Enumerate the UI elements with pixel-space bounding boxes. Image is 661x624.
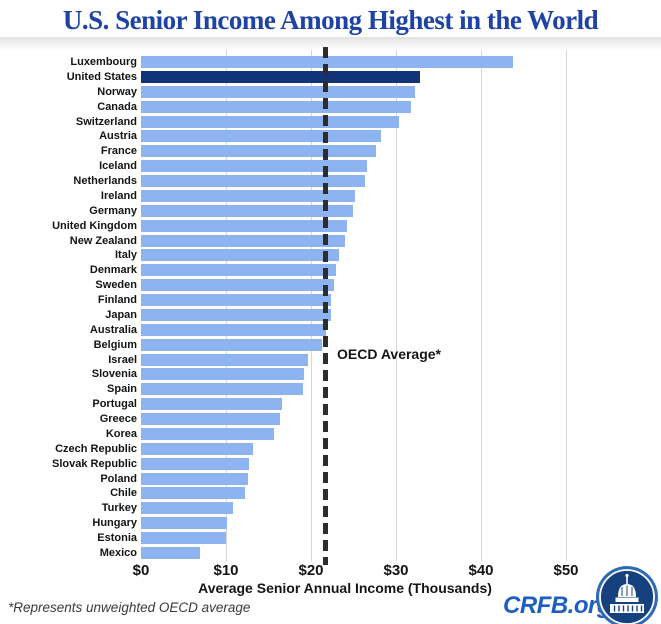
category-label-denmark: Denmark xyxy=(89,264,137,276)
category-label-spain: Spain xyxy=(107,383,137,395)
gridline-30 xyxy=(396,50,397,561)
x-tick-0: $0 xyxy=(132,562,150,579)
bar-korea xyxy=(141,428,275,440)
bar-united-states xyxy=(141,71,420,83)
bar-canada xyxy=(141,101,412,113)
bar-spain xyxy=(141,383,304,395)
bar-germany xyxy=(141,205,353,217)
bar-italy xyxy=(141,249,340,261)
category-label-estonia: Estonia xyxy=(97,532,137,544)
category-label-sweden: Sweden xyxy=(95,279,137,291)
category-label-united-kingdom: United Kingdom xyxy=(52,220,137,232)
bar-portugal xyxy=(141,398,283,410)
category-label-germany: Germany xyxy=(89,205,137,217)
category-label-belgium: Belgium xyxy=(93,339,137,351)
bar-ireland xyxy=(141,190,356,202)
category-label-finland: Finland xyxy=(97,294,137,306)
x-tick-50: $50 xyxy=(553,562,579,579)
category-label-switzerland: Switzerland xyxy=(75,116,137,128)
bar-sweden xyxy=(141,279,334,291)
bar-norway xyxy=(141,86,415,98)
bar-switzerland xyxy=(141,116,400,128)
category-label-netherlands: Netherlands xyxy=(73,175,137,187)
category-label-slovenia: Slovenia xyxy=(91,368,137,380)
bar-slovak-republic xyxy=(141,458,249,470)
category-label-luxembourg: Luxembourg xyxy=(70,56,137,68)
title-divider xyxy=(0,37,661,52)
bar-chile xyxy=(141,487,245,499)
bar-iceland xyxy=(141,160,368,172)
bar-estonia xyxy=(141,532,226,544)
bar-israel xyxy=(141,354,308,366)
crfb-logo-text: CRFB.org xyxy=(503,592,611,619)
oecd-average-line xyxy=(322,47,328,565)
bar-czech-republic xyxy=(141,443,254,455)
bar-australia xyxy=(141,324,327,336)
bar-netherlands xyxy=(141,175,365,187)
category-label-korea: Korea xyxy=(105,428,137,440)
category-label-israel: Israel xyxy=(108,354,137,366)
category-label-japan: Japan xyxy=(105,309,137,321)
x-tick-20: $20 xyxy=(298,562,324,579)
category-label-slovak-republic: Slovak Republic xyxy=(52,458,137,470)
bar-mexico xyxy=(141,547,200,559)
category-label-norway: Norway xyxy=(97,86,137,98)
category-label-iceland: Iceland xyxy=(99,160,137,172)
category-label-czech-republic: Czech Republic xyxy=(55,443,137,455)
category-label-australia: Australia xyxy=(89,324,137,336)
x-axis-title: Average Senior Annual Income (Thousands) xyxy=(198,580,492,596)
category-label-new-zealand: New Zealand xyxy=(69,235,137,247)
oecd-average-label: OECD Average* xyxy=(337,346,442,362)
bar-hungary xyxy=(141,517,227,529)
category-label-france: France xyxy=(100,145,137,157)
category-label-ireland: Ireland xyxy=(100,190,137,202)
category-label-greece: Greece xyxy=(99,413,137,425)
category-label-poland: Poland xyxy=(100,473,137,485)
gridline-40 xyxy=(481,50,482,561)
capitol-dome-icon xyxy=(596,566,658,624)
footnote: *Represents unweighted OECD average xyxy=(8,600,251,615)
x-tick-30: $30 xyxy=(383,562,409,579)
x-tick-40: $40 xyxy=(468,562,494,579)
category-label-turkey: Turkey xyxy=(101,502,137,514)
bar-france xyxy=(141,145,377,157)
category-label-portugal: Portugal xyxy=(92,398,137,410)
gridline-50 xyxy=(566,50,567,561)
bar-denmark xyxy=(141,264,336,276)
category-label-canada: Canada xyxy=(97,101,137,113)
bar-slovenia xyxy=(141,368,305,380)
bar-greece xyxy=(141,413,280,425)
bar-poland xyxy=(141,473,249,485)
category-label-hungary: Hungary xyxy=(92,517,137,529)
category-label-italy: Italy xyxy=(114,249,137,261)
bar-new-zealand xyxy=(141,235,345,247)
bar-japan xyxy=(141,309,331,321)
x-tick-10: $10 xyxy=(213,562,239,579)
category-label-chile: Chile xyxy=(110,487,137,499)
chart-title: U.S. Senior Income Among Highest in the … xyxy=(62,5,599,35)
bar-turkey xyxy=(141,502,233,514)
category-label-austria: Austria xyxy=(99,130,137,142)
bar-united-kingdom xyxy=(141,220,347,232)
bar-finland xyxy=(141,294,332,306)
category-label-mexico: Mexico xyxy=(99,547,137,559)
bar-austria xyxy=(141,130,381,142)
category-label-united-states: United States xyxy=(66,71,137,83)
bar-belgium xyxy=(141,339,323,351)
